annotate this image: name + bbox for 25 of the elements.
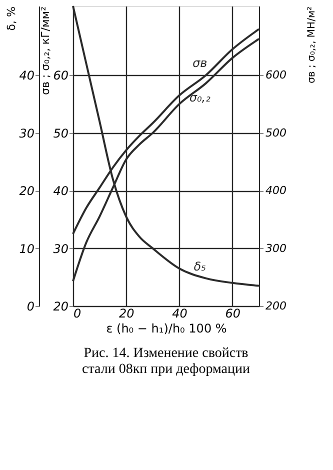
- y-tick-label: 10: [19, 242, 35, 256]
- y3-tick-label: 200: [266, 300, 286, 312]
- y-tick-label: 20: [19, 184, 35, 198]
- y2-tick-label: 50: [53, 126, 69, 140]
- x-tick-label: 60: [225, 306, 241, 320]
- y2-tick-label: 60: [53, 68, 69, 83]
- x-tick-label: 40: [172, 306, 188, 320]
- series-label: δ₅: [194, 259, 206, 274]
- y3-tick-label: 300: [266, 242, 286, 255]
- text: Рис. 14. Изменение свойств стали 08кп при деформации: [82, 346, 250, 377]
- x-tick-label: 20: [119, 306, 135, 320]
- x-axis-title: ε (h₀ − h₁)/h₀ 100 %: [106, 322, 227, 336]
- y3-axis-title: σв ; σ₀,₂, МН/м²: [306, 6, 318, 84]
- y-tick-label: 40: [19, 68, 35, 83]
- y3-tick-label: 500: [266, 126, 286, 140]
- series-label: σв: [192, 56, 208, 70]
- y2-tick-label: 30: [53, 242, 69, 256]
- y2-axis-title: σв ; σ₀,₂, кГ/мм²: [39, 6, 52, 95]
- y3-tick-label: 600: [266, 68, 286, 82]
- x-tick-label: 0: [74, 306, 82, 320]
- series-label: σ₀,₂: [189, 90, 211, 104]
- y2-tick-label: 40: [53, 184, 69, 198]
- y-tick-label: 30: [19, 126, 35, 140]
- y-axis-title: δ, %: [5, 6, 18, 31]
- y3-tick-label: 400: [266, 184, 286, 198]
